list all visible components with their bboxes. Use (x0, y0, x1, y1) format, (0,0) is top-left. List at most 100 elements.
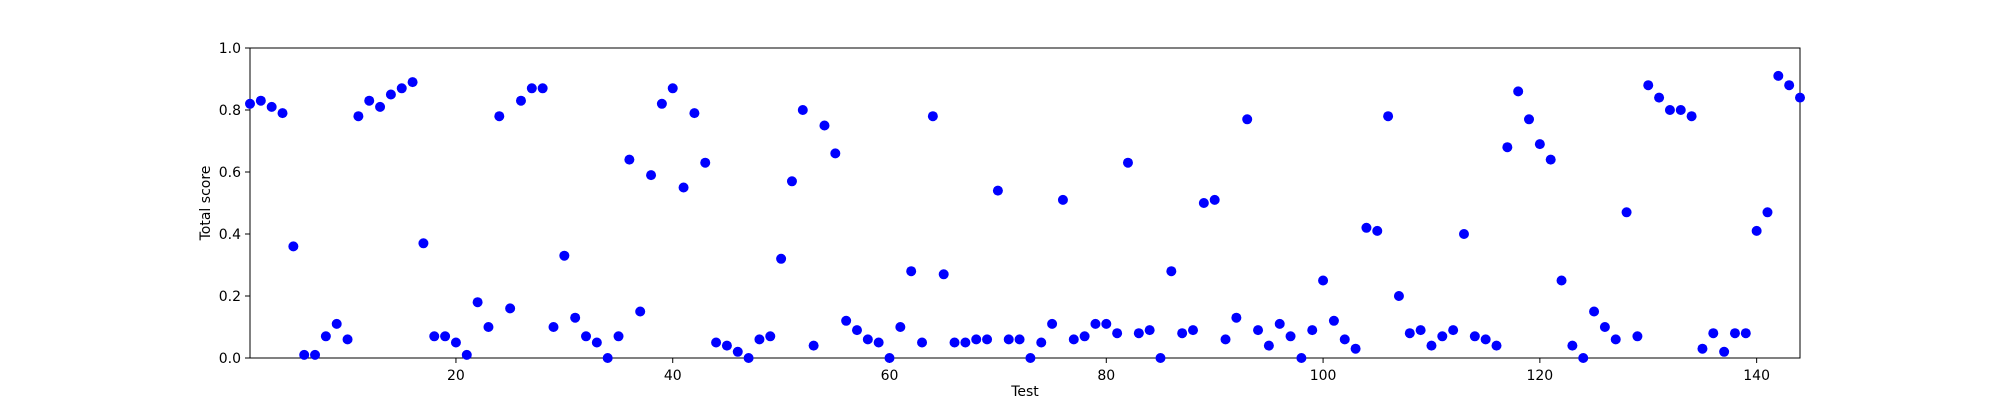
y-tick-label: 0.6 (219, 165, 241, 181)
data-point (1534, 139, 1545, 150)
data-point (917, 337, 928, 348)
data-point (1599, 322, 1610, 332)
data-point (906, 266, 917, 277)
data-point (581, 331, 592, 342)
data-point (440, 331, 451, 342)
y-tick-label: 0.0 (219, 351, 241, 367)
plot-area (249, 47, 1801, 359)
data-point (1621, 207, 1632, 218)
data-point (1404, 328, 1415, 339)
data-point (1372, 225, 1383, 236)
data-point (1556, 275, 1567, 286)
data-point (1144, 325, 1155, 336)
x-tick-label: 20 (447, 368, 465, 384)
data-point (1166, 266, 1177, 277)
data-point (407, 77, 418, 88)
data-point (1188, 325, 1199, 336)
data-point (1068, 334, 1079, 345)
data-point (1664, 105, 1675, 115)
data-point (927, 111, 938, 122)
data-point (678, 182, 689, 193)
y-tick-label: 1.0 (219, 41, 241, 57)
data-point (1112, 328, 1123, 339)
data-point (1458, 229, 1469, 239)
data-point (537, 83, 548, 94)
data-point (862, 334, 873, 345)
data-point (526, 83, 537, 94)
data-point (1198, 198, 1209, 208)
data-point (884, 353, 895, 363)
data-point (960, 337, 971, 348)
data-point (1057, 194, 1068, 205)
data-point (765, 331, 776, 342)
data-point (1014, 334, 1025, 345)
data-point (949, 337, 960, 348)
data-point (1762, 207, 1773, 218)
data-point (1708, 328, 1719, 339)
data-point (483, 322, 494, 332)
data-point (1285, 331, 1296, 342)
data-point (342, 334, 353, 345)
x-tick-label: 40 (664, 368, 682, 384)
data-point (873, 337, 884, 348)
data-point (1361, 222, 1372, 233)
y-tick-label: 0.2 (219, 289, 241, 305)
data-point (1448, 325, 1459, 336)
data-point (1513, 86, 1524, 97)
data-point (1578, 353, 1589, 363)
data-point (1437, 331, 1448, 342)
data-point (288, 241, 299, 252)
data-point (830, 148, 841, 159)
data-point (1719, 346, 1730, 357)
data-point (1003, 334, 1014, 345)
data-point (1328, 315, 1339, 326)
data-point (1393, 291, 1404, 301)
data-point (797, 105, 808, 115)
y-axis-title: Total score (198, 166, 214, 242)
data-point (1589, 306, 1600, 317)
data-point (841, 315, 852, 326)
data-point (1491, 340, 1502, 351)
data-point (364, 95, 375, 106)
data-point (992, 185, 1003, 196)
data-point (938, 269, 949, 280)
data-point (494, 111, 505, 122)
data-point (255, 95, 266, 106)
data-point (1654, 92, 1665, 103)
x-tick-label: 100 (1310, 368, 1337, 384)
data-point (1079, 331, 1090, 342)
data-point (320, 331, 331, 342)
data-point (819, 120, 830, 131)
data-point (1263, 340, 1274, 351)
data-point (743, 353, 754, 363)
data-point (472, 297, 483, 308)
data-point (310, 349, 321, 360)
data-point (299, 349, 310, 360)
data-point (266, 101, 277, 112)
data-point (786, 176, 797, 187)
data-point (1632, 331, 1643, 342)
data-point (711, 337, 722, 348)
data-point (396, 83, 407, 94)
data-point (331, 318, 342, 329)
data-point (429, 331, 440, 342)
data-point (1025, 353, 1036, 363)
data-point (1415, 325, 1426, 336)
data-point (613, 331, 624, 342)
data-point (982, 334, 993, 345)
y-tick-label: 0.8 (219, 103, 241, 119)
data-point (1177, 328, 1188, 339)
data-point (624, 154, 635, 165)
data-point (700, 157, 711, 168)
data-point (375, 101, 386, 112)
data-point (1253, 325, 1264, 336)
data-point (1350, 343, 1361, 354)
data-point (1296, 353, 1307, 363)
data-point (1426, 340, 1437, 351)
data-point (1274, 318, 1285, 329)
y-tick-label: 0.4 (219, 227, 241, 243)
data-point (591, 337, 602, 348)
data-point (1697, 343, 1708, 354)
data-point (1784, 80, 1795, 91)
